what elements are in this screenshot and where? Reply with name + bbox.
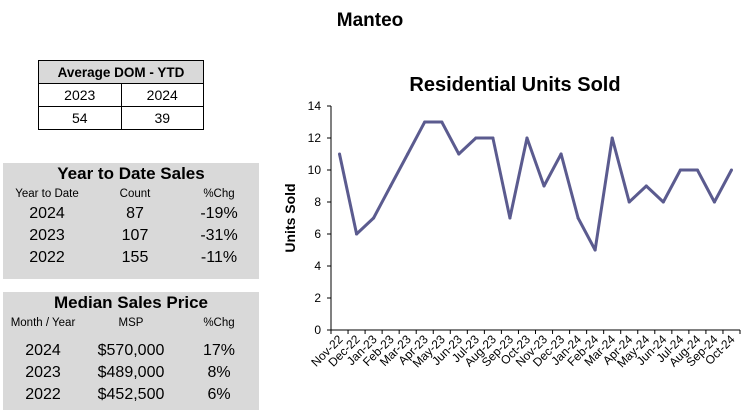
data-point xyxy=(372,216,376,220)
median-price-panel: Median Sales Price Month / Year MSP %Chg… xyxy=(3,292,259,410)
data-point xyxy=(576,216,580,220)
data-point xyxy=(712,200,716,204)
y-tick-label: 6 xyxy=(314,227,321,241)
median-price-grid: Month / Year MSP %Chg 2024 $570,000 17% … xyxy=(3,314,259,406)
column-header: Year to Date xyxy=(15,188,79,200)
y-tick-label: 14 xyxy=(308,99,322,113)
ytd-year: 2024 xyxy=(29,205,65,222)
data-point xyxy=(491,136,495,140)
ytd-count: 87 xyxy=(126,205,144,222)
data-point xyxy=(542,184,546,188)
msp-change: 17% xyxy=(202,342,236,359)
msp-value: $452,500 xyxy=(97,386,165,403)
data-point xyxy=(661,200,665,204)
y-tick-label: 0 xyxy=(314,323,321,337)
data-point xyxy=(508,216,512,220)
spacer xyxy=(3,332,259,340)
dom-year-cell: 2023 xyxy=(38,83,122,107)
dom-value-cell: 39 xyxy=(120,106,204,130)
ytd-change: -11% xyxy=(200,249,238,266)
data-point xyxy=(338,152,342,156)
data-point xyxy=(355,232,359,236)
y-tick-label: 8 xyxy=(314,195,321,209)
y-tick-label: 10 xyxy=(308,163,322,177)
data-point xyxy=(627,200,631,204)
units-sold-chart: Residential Units Sold Units Sold 0 2 4 6 8 1… xyxy=(270,68,755,411)
data-point xyxy=(423,120,427,124)
ytd-sales-panel: Year to Date Sales Year to Date Count %C… xyxy=(3,163,259,279)
data-point xyxy=(593,248,597,252)
dom-table-header: Average DOM - YTD xyxy=(38,60,204,84)
data-point xyxy=(389,184,393,188)
ytd-change: -31% xyxy=(200,227,238,244)
data-point xyxy=(695,168,699,172)
data-point xyxy=(644,184,648,188)
chart-title: Residential Units Sold xyxy=(409,74,621,96)
data-point xyxy=(678,168,682,172)
msp-value: $489,000 xyxy=(97,364,165,381)
msp-year: 2022 xyxy=(25,386,61,403)
column-header: MSP xyxy=(118,317,144,329)
data-point xyxy=(474,136,478,140)
median-price-title: Median Sales Price xyxy=(53,293,209,312)
msp-year: 2024 xyxy=(25,342,61,359)
column-header: Count xyxy=(119,188,151,200)
column-header: %Chg xyxy=(203,188,235,200)
data-point xyxy=(440,120,444,124)
column-header: %Chg xyxy=(203,317,235,329)
y-tick-label: 12 xyxy=(308,131,322,145)
msp-value: $570,000 xyxy=(97,342,165,359)
dom-value-cell: 54 xyxy=(38,106,122,130)
data-point xyxy=(525,136,529,140)
msp-change: 8% xyxy=(207,364,231,381)
series-line xyxy=(338,120,733,252)
data-point xyxy=(406,152,410,156)
ytd-sales-grid: Year to Date Count %Chg 2024 87 -19% 202… xyxy=(3,185,259,269)
data-point xyxy=(457,152,461,156)
data-point xyxy=(610,136,614,140)
average-dom-table: Average DOM - YTD 2023 2024 54 39 xyxy=(38,60,204,130)
y-tick-label: 2 xyxy=(314,291,321,305)
chart-svg: Units Sold 02468101214Nov-22Dec-22Jan-23… xyxy=(282,99,741,370)
y-tick-label: 4 xyxy=(314,259,321,273)
ytd-year: 2023 xyxy=(29,227,65,244)
msp-year: 2023 xyxy=(25,364,61,381)
ytd-change: -19% xyxy=(200,205,238,222)
dom-year-cell: 2024 xyxy=(120,83,204,107)
y-axis-label: Units Sold xyxy=(282,183,298,252)
ytd-sales-title: Year to Date Sales xyxy=(57,164,205,183)
data-point xyxy=(729,168,733,172)
ytd-count: 155 xyxy=(121,249,149,266)
data-point xyxy=(559,152,563,156)
page-title: Manteo xyxy=(336,10,404,31)
ytd-year: 2022 xyxy=(29,249,65,266)
ytd-count: 107 xyxy=(121,227,149,244)
msp-change: 6% xyxy=(207,386,231,403)
column-header: Month / Year xyxy=(10,317,76,329)
